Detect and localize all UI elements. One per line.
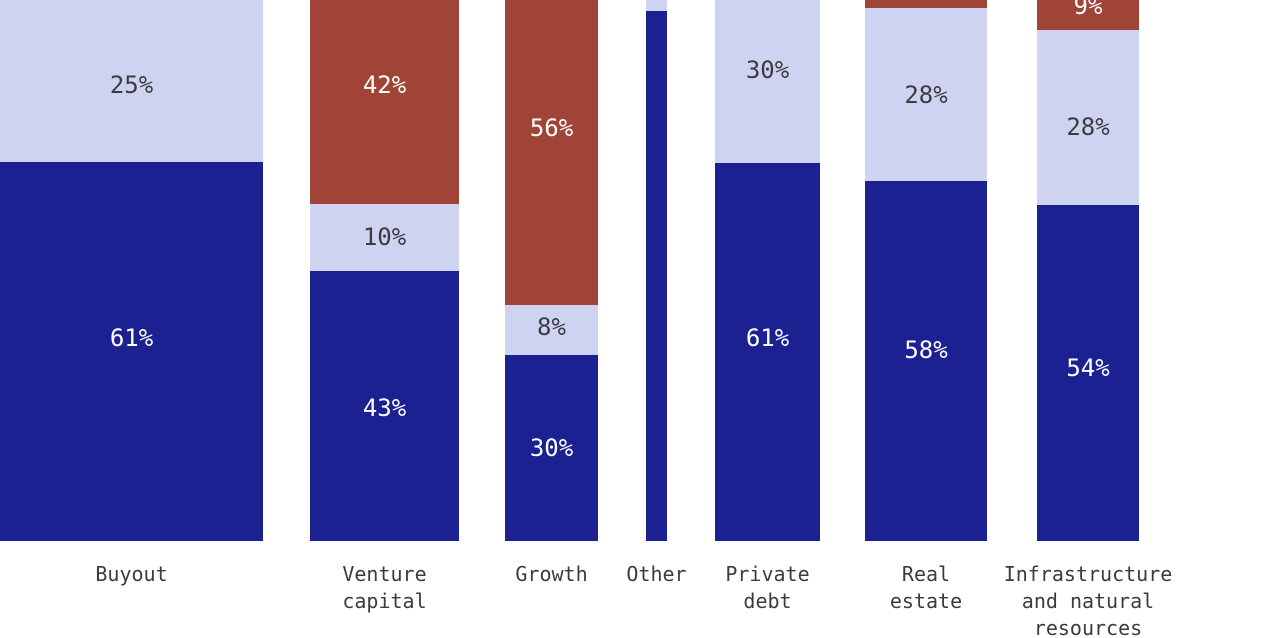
segment-bottom-infrastructure-and-natural-resources xyxy=(1037,205,1139,541)
segment-bottom-growth xyxy=(505,355,598,541)
value-label-real-estate-bottom: 58% xyxy=(904,336,948,364)
segment-top-infrastructure-and-natural-resources xyxy=(1037,0,1139,30)
value-label-growth-middle: 8% xyxy=(537,313,566,341)
category-label-infrastructure-and-natural-resources: Infrastructure and natural resources xyxy=(1003,562,1173,638)
segment-middle-venture-capital xyxy=(310,204,459,271)
value-label-private-debt-bottom: 61% xyxy=(745,324,790,352)
value-label-infrastructure-and-natural-resources-middle: 28% xyxy=(1066,113,1110,141)
bar-other xyxy=(646,0,667,541)
segment-bottom-private-debt xyxy=(715,163,820,541)
segment-middle-real-estate xyxy=(865,8,987,181)
category-label-real-estate: Real estate xyxy=(889,562,963,613)
segment-middle-infrastructure-and-natural-resources xyxy=(1037,30,1139,205)
value-label-infrastructure-and-natural-resources-top: 9% xyxy=(1073,0,1103,20)
value-label-private-debt-middle: 30% xyxy=(745,56,790,84)
category-label-other: Other xyxy=(626,562,687,586)
category-label-growth: Growth xyxy=(515,562,588,586)
value-label-buyout-bottom: 61% xyxy=(109,324,154,352)
segment-middle-other xyxy=(646,0,667,11)
segment-top-growth xyxy=(505,0,598,305)
value-label-growth-bottom: 30% xyxy=(529,434,574,462)
value-label-venture-capital-middle: 10% xyxy=(362,223,407,251)
segment-bottom-real-estate xyxy=(865,181,987,541)
bar-buyout: 25% 61% xyxy=(0,0,263,541)
value-label-venture-capital-bottom: 43% xyxy=(362,394,407,422)
category-label-buyout: Buyout xyxy=(95,562,168,586)
category-label-private-debt: Private debt xyxy=(725,562,810,613)
bar-infrastructure-and-natural-resources: 9% 28% 54% xyxy=(1037,0,1139,541)
value-label-growth-top: 56% xyxy=(529,114,574,142)
segment-bottom-other xyxy=(646,11,667,541)
bar-growth: 56% 8% 30% xyxy=(505,0,598,541)
bar-real-estate: 28% 58% xyxy=(865,0,987,541)
segment-bottom-venture-capital xyxy=(310,271,459,541)
segment-bottom-buyout xyxy=(0,162,263,541)
bar-venture-capital: 42% 10% 43% xyxy=(310,0,459,541)
segment-top-venture-capital xyxy=(310,0,459,204)
value-label-real-estate-middle: 28% xyxy=(904,81,948,109)
segment-middle-private-debt xyxy=(715,0,820,163)
category-label-venture-capital: Venture capital xyxy=(342,562,427,613)
segment-middle-growth xyxy=(505,305,598,355)
value-label-buyout-middle: 25% xyxy=(109,71,154,99)
segment-top-real-estate xyxy=(865,0,987,8)
value-label-infrastructure-and-natural-resources-bottom: 54% xyxy=(1066,354,1110,382)
segment-middle-buyout xyxy=(0,0,263,162)
value-label-venture-capital-top: 42% xyxy=(362,71,407,99)
bar-private-debt: 30% 61% xyxy=(715,0,820,541)
category-axis: Buyout Venture capital Growth Other Private … xyxy=(0,561,1272,638)
